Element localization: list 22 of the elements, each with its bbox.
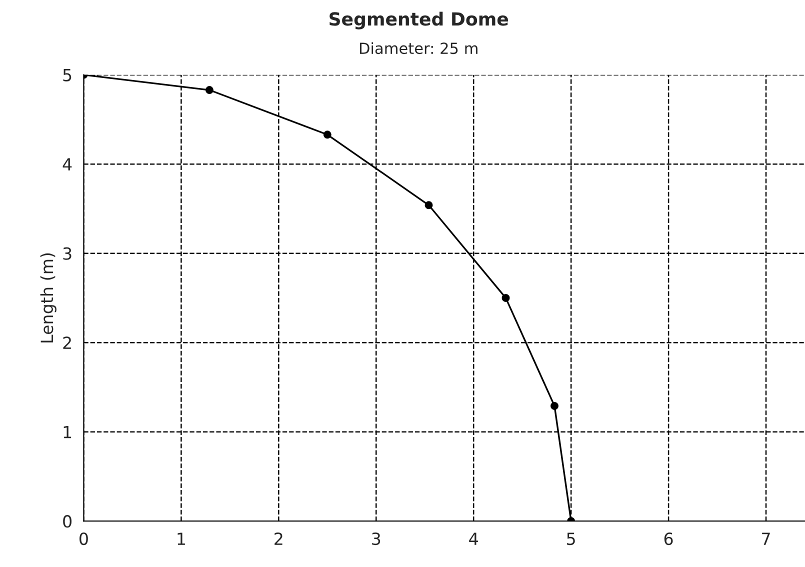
chart-title: Segmented Dome	[330, 12, 508, 30]
point	[205, 86, 214, 94]
x-tick-label: 4	[469, 532, 478, 545]
x-tick-label: 6	[664, 532, 673, 546]
y-tick-label: 5	[63, 69, 72, 82]
point	[424, 201, 433, 210]
x-tick-label: 5	[567, 532, 575, 546]
y-tick-label: 3	[63, 247, 72, 260]
x-tick-label: 1	[178, 532, 185, 545]
y-tick-label: 0	[63, 515, 72, 528]
y-axis-title: Length (m)	[40, 253, 56, 342]
x-tick-label: 2	[274, 532, 282, 545]
y-tick-label: 4	[62, 158, 72, 170]
x-tick-label: 0	[80, 532, 88, 546]
point	[323, 130, 332, 139]
chart-subtitle: Diameter: 25 m	[360, 42, 478, 54]
point	[502, 294, 510, 302]
point	[550, 402, 558, 410]
y-tick-label: 2	[63, 336, 71, 349]
x-tick-label: 7	[762, 532, 770, 545]
x-tick-label: 3	[372, 532, 380, 546]
y-tick-label: 1	[64, 426, 72, 438]
